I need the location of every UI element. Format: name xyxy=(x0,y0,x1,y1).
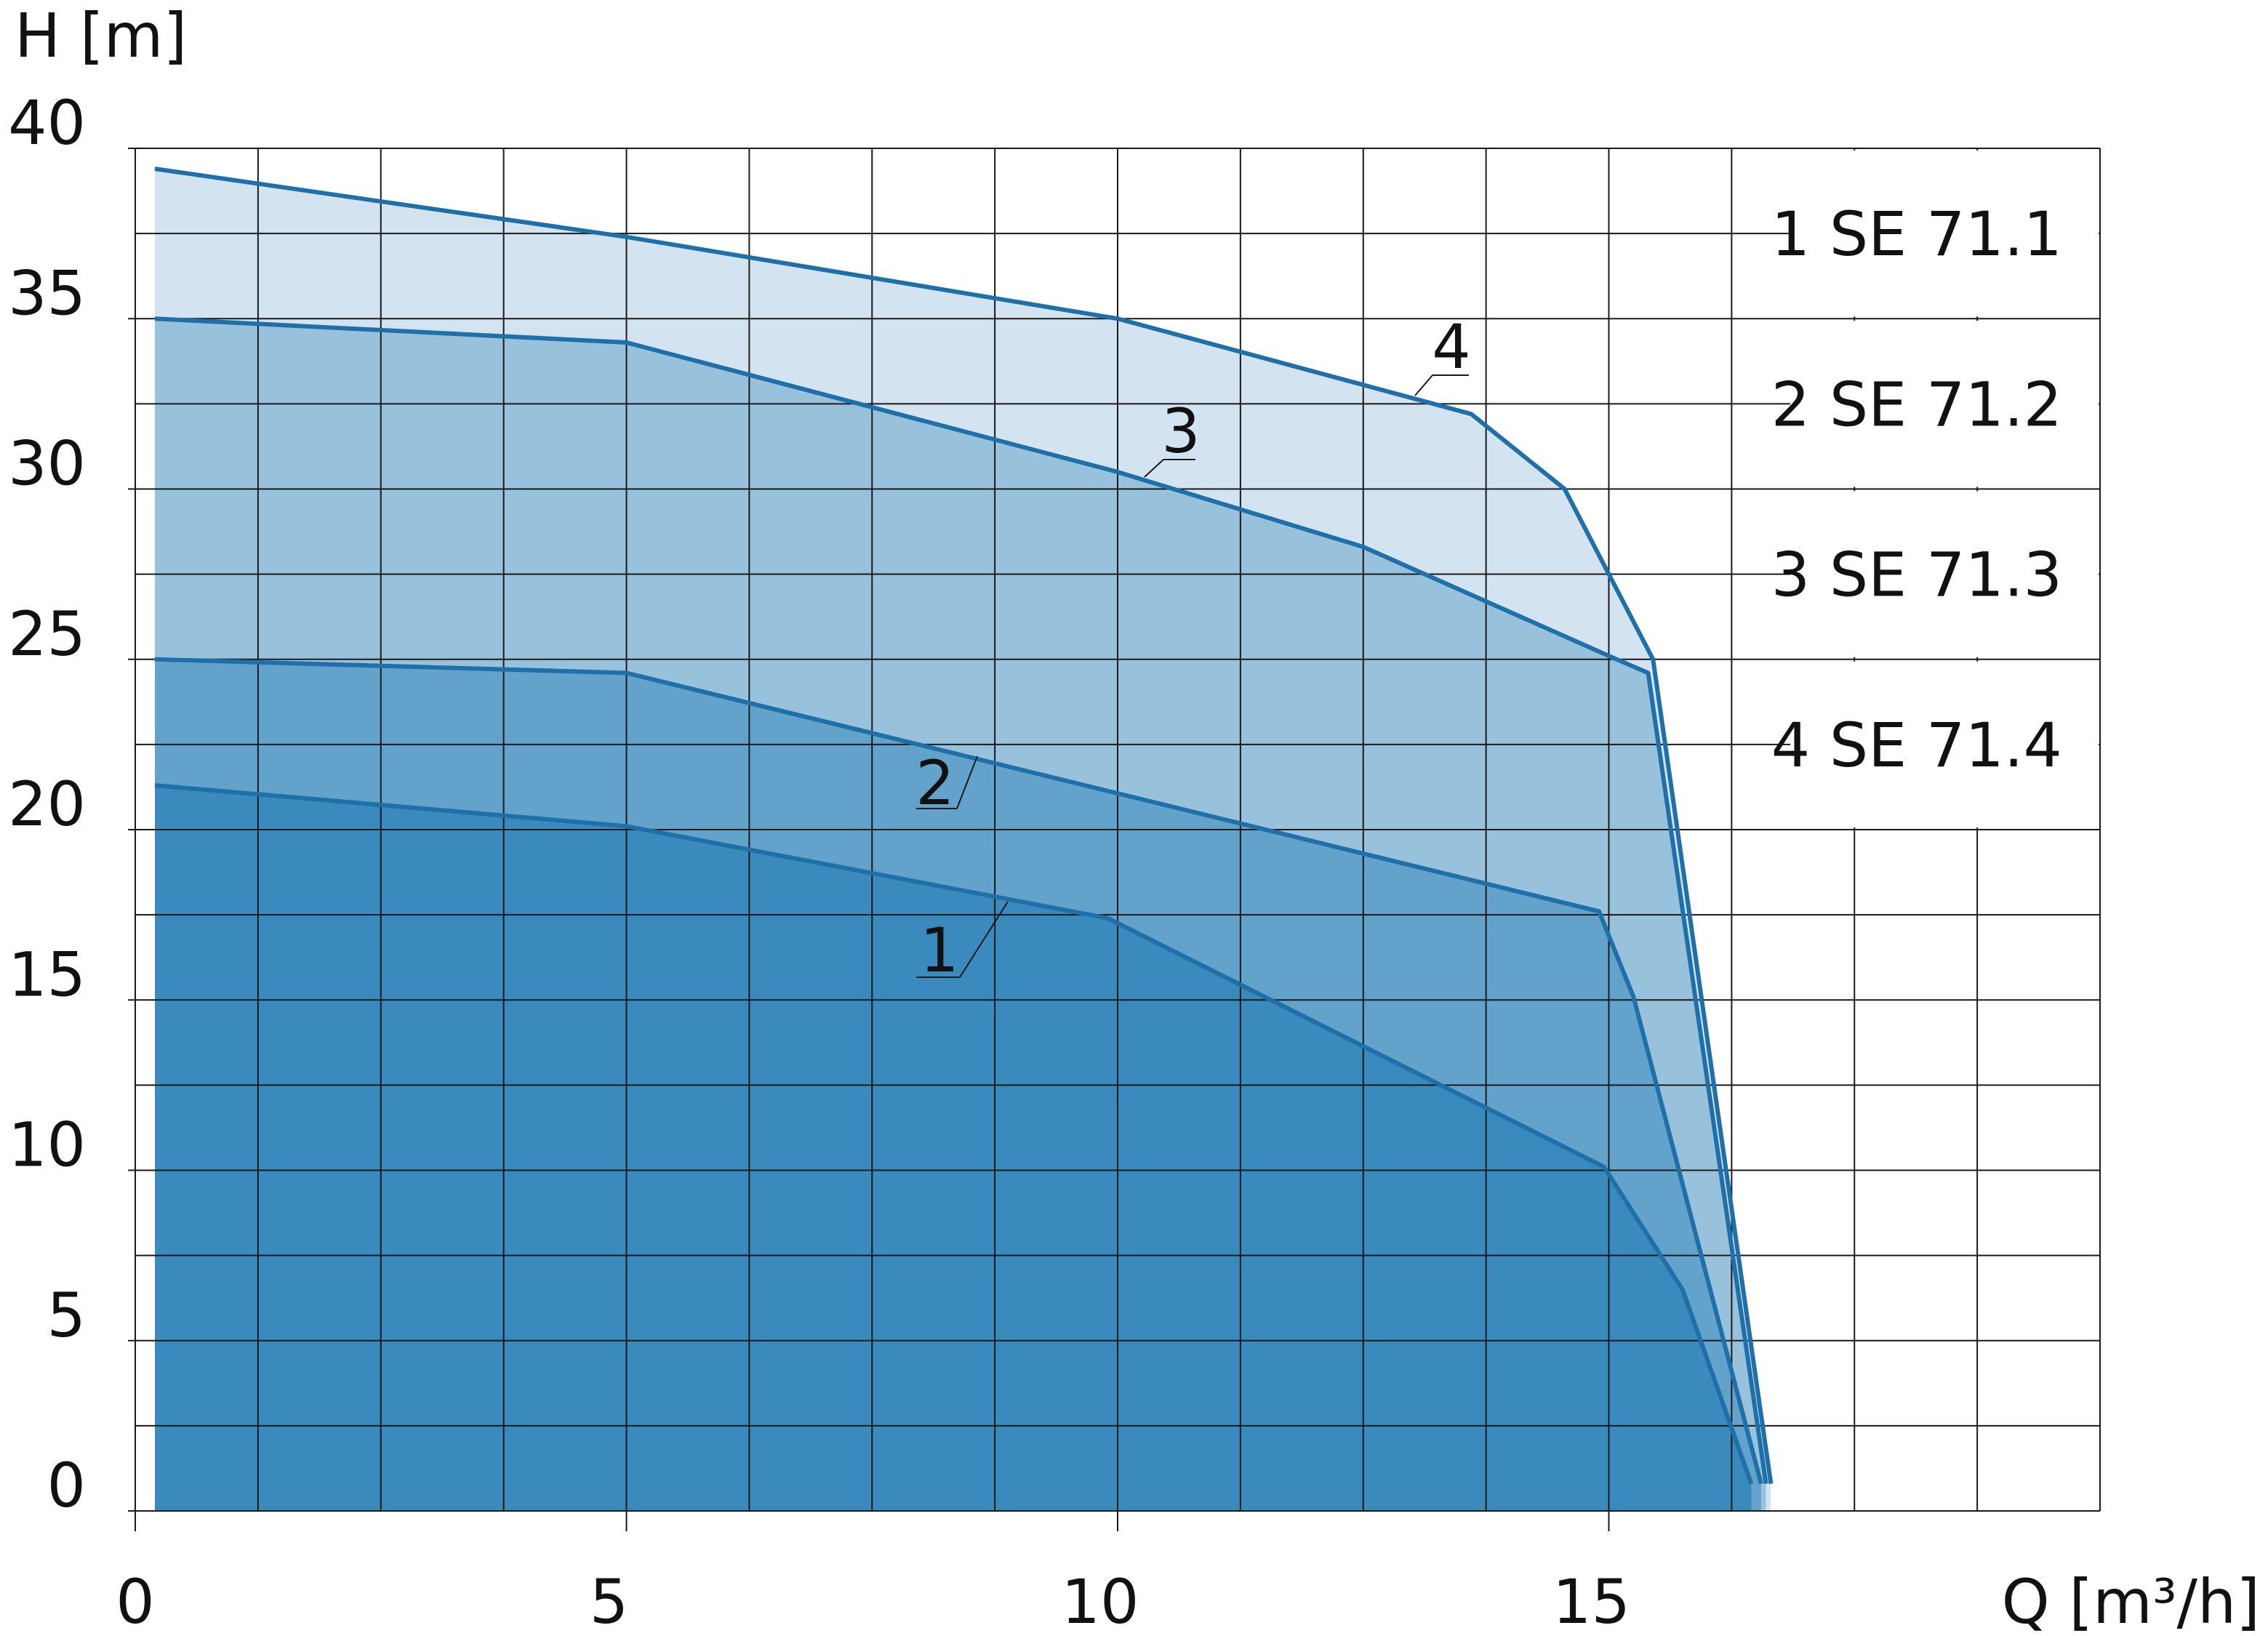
x-tick-label: 10 xyxy=(1062,1566,1139,1636)
legend-background xyxy=(1790,321,2099,487)
curve-line xyxy=(154,316,1768,1484)
legend-background xyxy=(1790,661,2099,827)
curve-label: 3 xyxy=(1161,396,1200,467)
curve-line xyxy=(154,657,1763,1485)
x-tick-label: 15 xyxy=(1552,1566,1630,1636)
y-tick-label: 10 xyxy=(8,1110,86,1181)
legend-background xyxy=(1790,491,2099,657)
label-leader xyxy=(1144,459,1164,478)
curve-label: 1 xyxy=(920,915,958,986)
legend-entry: 2 SE 71.2 xyxy=(1771,369,2062,440)
curve-line xyxy=(154,783,1754,1485)
area-fill xyxy=(155,785,1752,1511)
legend-entry: 3 SE 71.3 xyxy=(1771,540,2062,611)
curve-line xyxy=(154,167,1774,1484)
y-tick-label: 5 xyxy=(47,1280,86,1351)
label-leader xyxy=(959,901,1009,978)
y-tick-label: 15 xyxy=(8,939,86,1010)
y-tick-label: 25 xyxy=(8,598,86,670)
y-tick-label: 35 xyxy=(8,257,86,329)
y-tick-label: 40 xyxy=(8,87,86,159)
label-leader xyxy=(956,755,978,809)
x-tick-label: 0 xyxy=(116,1566,154,1636)
legend-background xyxy=(1790,151,2099,317)
curve-label: 2 xyxy=(915,747,954,819)
legend-entry: 1 SE 71.1 xyxy=(1771,199,2062,270)
curve-label: 4 xyxy=(1432,311,1470,382)
label-leader xyxy=(1414,374,1433,396)
legend-entry: 4 SE 71.4 xyxy=(1771,710,2062,781)
y-axis-label: H [m] xyxy=(15,0,187,71)
x-tick-label: 5 xyxy=(590,1566,628,1636)
x-axis-label: Q [m³/h] xyxy=(2002,1566,2260,1636)
y-tick-label: 30 xyxy=(8,428,86,500)
y-tick-label: 0 xyxy=(47,1450,86,1521)
y-tick-label: 20 xyxy=(8,769,86,840)
